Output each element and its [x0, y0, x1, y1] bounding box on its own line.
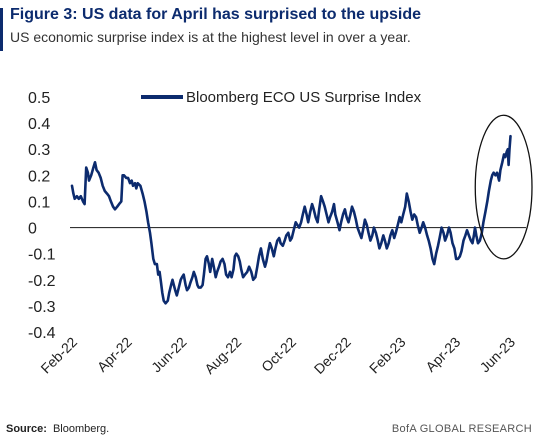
y-tick-label: 0.2: [28, 168, 50, 185]
y-tick-label: -0.4: [28, 325, 56, 342]
series-layer: [70, 134, 512, 305]
series-line: [70, 134, 512, 305]
x-tick-label: Jun-23: [477, 334, 519, 376]
x-axis: Feb-22 Apr-22 Jun-22 Aug-22 Oct-22 Dec-22 Feb-…: [37, 334, 518, 377]
brand-label: BofA GLOBAL RESEARCH: [391, 423, 532, 435]
y-tick-label: -0.1: [28, 247, 56, 264]
y-tick-label: 0: [28, 221, 37, 238]
y-tick-label: 0.1: [28, 194, 50, 211]
x-tick-label: Jun-22: [148, 334, 190, 376]
x-tick-label: Apr-23: [422, 334, 463, 375]
y-tick-label: 0.3: [28, 142, 50, 159]
legend-label: Bloomberg ECO US Surprise Index: [186, 89, 422, 106]
source-note: Source: Bloomberg.: [6, 423, 109, 435]
x-tick-label: Feb-23: [366, 334, 409, 377]
title-accent-bar: [0, 8, 3, 51]
y-tick-label: -0.3: [28, 299, 56, 316]
y-axis: 0.5 0.4 0.3 0.2 0.1 0 -0.1 -0.2 -0.3 -0.4: [28, 90, 56, 342]
source-value: Bloomberg.: [52, 423, 110, 435]
x-tick-label: Aug-22: [201, 334, 244, 377]
source-label: Source:: [6, 423, 47, 435]
x-tick-label: Oct-22: [258, 334, 299, 375]
y-tick-label: 0.5: [28, 90, 50, 107]
figure-subtitle: US economic surprise index is at the hig…: [10, 29, 411, 45]
figure-title: Figure 3: US data for April has surprise…: [10, 6, 422, 23]
y-tick-label: -0.2: [28, 273, 56, 290]
highlight-ellipse: [474, 114, 533, 260]
x-tick-label: Apr-22: [94, 334, 135, 375]
x-tick-label: Dec-22: [311, 334, 354, 377]
legend: Bloomberg ECO US Surprise Index: [141, 89, 422, 106]
y-tick-label: 0.4: [28, 116, 50, 133]
